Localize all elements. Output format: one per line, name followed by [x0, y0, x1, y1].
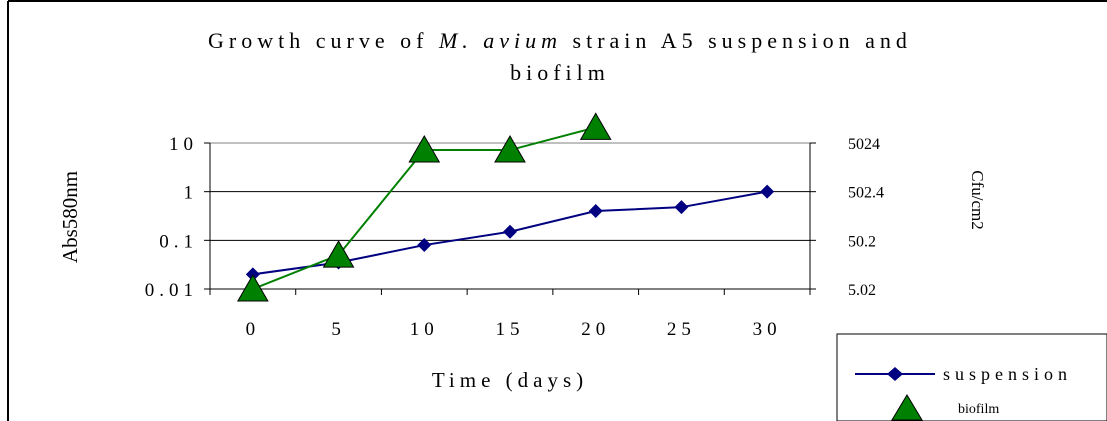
legend: suspension biofilm: [836, 333, 1107, 421]
y-right-tick-label: 5.02: [848, 282, 876, 299]
x-tick-label: 15: [496, 319, 525, 340]
legend-biofilm-label: biofilm: [958, 402, 999, 417]
x-tick-label: 0: [246, 319, 261, 340]
legend-biofilm-marker: [891, 394, 923, 421]
x-tick-label: 20: [581, 319, 610, 340]
legend-suspension-marker: [887, 367, 903, 381]
y-left-tick-label: 10: [169, 134, 198, 155]
series-point-suspension: [503, 224, 517, 239]
series-point-biofilm: [408, 135, 441, 163]
x-axis-label: Time (days): [432, 368, 588, 392]
y-left-tick-label: 0.01: [145, 280, 198, 301]
y-left-tick-label: 1: [184, 183, 199, 204]
series-point-suspension: [417, 238, 432, 253]
y-right-tick-label: 5024: [848, 136, 880, 153]
series-point-biofilm: [579, 112, 612, 140]
y-right-tick-label: 50.2: [848, 233, 876, 250]
gridlines: [210, 191, 810, 241]
x-tick-label: 10: [410, 319, 439, 340]
y-right-tick-label: 502.4: [848, 185, 884, 202]
legend-box: [836, 333, 1107, 421]
series-point-biofilm: [236, 273, 269, 302]
chart-title-line2: biofilm: [510, 60, 610, 85]
axes: 10 5024 1 502.4 0.1 50.2 0.01 5.02 0 5 10 15 20 25 30: [145, 134, 884, 340]
series-point-suspension: [760, 184, 775, 199]
x-tick-label: 25: [667, 319, 696, 340]
series-layer: [236, 112, 775, 302]
y-axis-left-label: Abs580nm: [58, 171, 82, 263]
series-point-suspension: [674, 200, 689, 215]
series-point-biofilm: [322, 240, 355, 268]
y-axis-right-label: Cfu/cm2: [968, 170, 987, 230]
series-point-biofilm: [494, 135, 526, 163]
legend-suspension-label: suspension: [943, 364, 1072, 384]
y-left-tick-label: 0.1: [159, 231, 198, 252]
chart-title-line1: Growth curve of M. avium strain A5 suspe…: [208, 28, 912, 53]
x-tick-label: 30: [753, 319, 782, 340]
series-point-suspension: [588, 204, 603, 219]
x-tick-label: 5: [331, 319, 346, 340]
